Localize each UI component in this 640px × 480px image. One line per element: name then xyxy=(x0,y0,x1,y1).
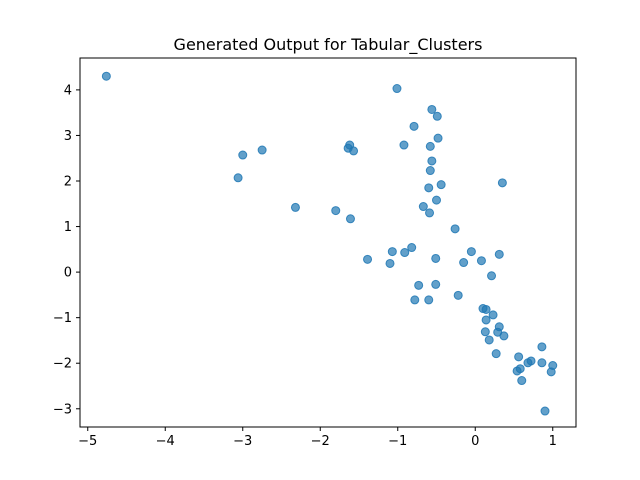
data-point xyxy=(425,208,435,218)
data-point xyxy=(425,141,435,151)
data-point xyxy=(427,156,437,166)
chart-title: Generated Output for Tabular_Clusters xyxy=(174,35,483,55)
data-point xyxy=(427,104,437,114)
data-point xyxy=(409,121,419,131)
data-point xyxy=(476,256,486,266)
data-point xyxy=(537,358,547,368)
data-point xyxy=(497,178,507,188)
data-point xyxy=(484,335,494,345)
data-point xyxy=(494,249,504,259)
data-point xyxy=(424,295,434,305)
data-point xyxy=(414,280,424,290)
data-point xyxy=(480,327,490,337)
data-point xyxy=(431,253,441,263)
data-point xyxy=(537,342,547,352)
data-point xyxy=(453,290,463,300)
y-tick-label: 1 xyxy=(64,220,72,235)
x-tick-label: −5 xyxy=(78,434,97,449)
data-point xyxy=(345,214,355,224)
data-point xyxy=(512,366,522,376)
data-point xyxy=(385,258,395,268)
plot-frame xyxy=(79,57,577,428)
x-tick-label: −1 xyxy=(388,434,407,449)
data-point xyxy=(392,84,402,94)
data-point xyxy=(488,310,498,320)
data-point xyxy=(481,315,491,325)
data-point xyxy=(410,295,420,305)
data-point xyxy=(436,180,446,190)
y-tick-label: 3 xyxy=(64,129,72,144)
data-point xyxy=(487,271,497,281)
data-point xyxy=(387,247,397,257)
data-point xyxy=(331,206,341,216)
data-points xyxy=(101,71,558,416)
data-point xyxy=(514,352,524,362)
y-tick-label: 0 xyxy=(64,266,72,281)
data-point xyxy=(233,173,243,183)
data-point xyxy=(399,140,409,150)
x-tick-label: 1 xyxy=(549,434,557,449)
data-point xyxy=(257,145,267,155)
x-tick-label: −4 xyxy=(156,434,175,449)
data-point xyxy=(459,258,469,268)
data-point xyxy=(540,406,550,416)
data-point xyxy=(431,279,441,289)
data-point xyxy=(400,248,410,258)
y-tick-label: −3 xyxy=(53,402,72,417)
data-point xyxy=(499,331,509,341)
data-point xyxy=(466,247,476,257)
data-point xyxy=(450,224,460,234)
data-point xyxy=(425,166,435,176)
y-axis: −3 −2 −1 0 1 2 3 4 xyxy=(53,83,80,417)
y-tick-label: −2 xyxy=(53,357,72,372)
data-point xyxy=(418,202,428,212)
data-point xyxy=(432,195,441,205)
data-point xyxy=(363,254,373,264)
data-point xyxy=(238,150,248,160)
y-tick-label: 2 xyxy=(64,175,72,190)
x-tick-label: −3 xyxy=(233,434,252,449)
data-point xyxy=(424,183,434,193)
data-point xyxy=(407,243,417,253)
x-tick-label: 0 xyxy=(471,434,479,449)
y-tick-label: −1 xyxy=(53,311,72,326)
data-point xyxy=(517,376,527,386)
data-point xyxy=(481,304,491,314)
data-point xyxy=(546,367,556,377)
data-point xyxy=(101,71,111,81)
data-point xyxy=(432,111,442,121)
data-point xyxy=(349,146,359,156)
x-axis: −5 −4 −3 −2 −1 0 1 xyxy=(78,427,557,449)
data-point xyxy=(491,349,501,359)
x-tick-label: −2 xyxy=(311,434,330,449)
data-point xyxy=(290,202,300,212)
y-tick-label: 4 xyxy=(64,83,72,98)
data-point xyxy=(523,358,533,368)
data-point xyxy=(433,133,443,143)
